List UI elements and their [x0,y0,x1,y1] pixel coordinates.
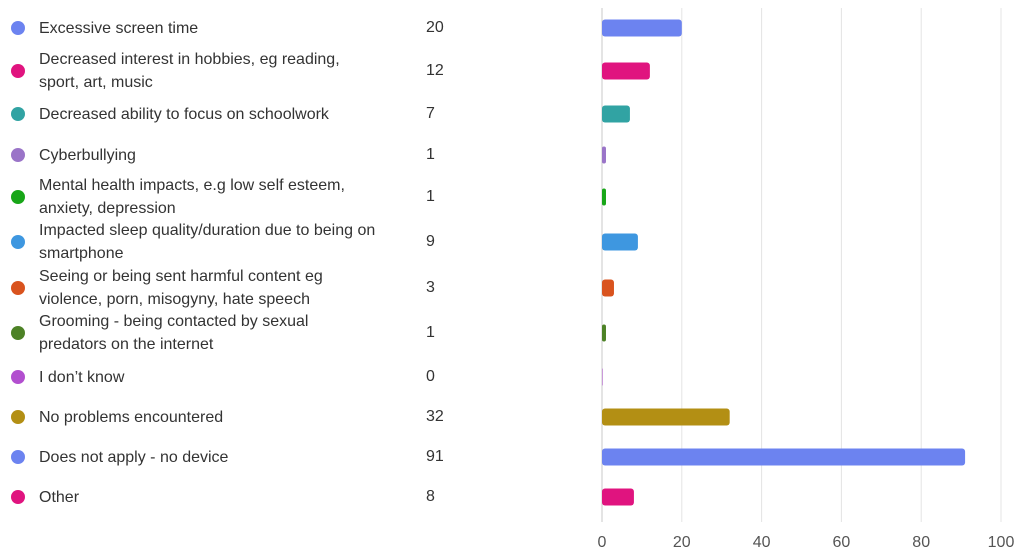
data-label: 7 [426,105,435,122]
legend-marker [11,326,25,340]
bar [602,324,606,342]
data-label: 3 [426,279,435,296]
legend-marker [11,490,25,504]
legend-marker [11,235,25,249]
data-label: 9 [426,233,435,250]
legend-marker [11,21,25,35]
bar [602,19,682,37]
legend-label: Impacted sleep quality/duration due to b… [39,222,376,262]
bar [602,408,730,426]
legend-label: Mental health impacts, e.g low self este… [39,177,345,217]
bar [602,233,638,251]
data-label: 0 [426,368,435,385]
legend-label: I don’t know [39,368,125,386]
data-label: 12 [426,62,444,79]
bar [602,146,606,164]
legend-label: Does not apply - no device [39,448,229,466]
legend-label: Excessive screen time [39,19,199,37]
legend-marker [11,281,25,295]
legend-label: Other [39,488,80,506]
bar [602,188,606,206]
bar [602,105,630,123]
bar [602,448,966,466]
data-label: 91 [426,448,444,465]
bar [602,62,650,80]
legend-marker [11,450,25,464]
legend-label: Seeing or being sent harmful content eg … [39,268,323,308]
x-tick-label: 80 [912,534,930,551]
legend-marker [11,370,25,384]
bar [602,279,614,297]
legend-label: Decreased interest in hobbies, eg readin… [39,51,340,91]
legend-marker [11,64,25,78]
chart-legend: Excessive screen time 20 Decreased interes… [0,0,470,554]
bar [602,488,634,506]
x-tick-label: 0 [598,534,607,551]
data-label: 8 [426,488,435,505]
x-tick-label: 20 [673,534,691,551]
legend-marker [11,410,25,424]
data-label: 1 [426,146,435,163]
legend-label: Decreased ability to focus on schoolwork [39,105,329,123]
legend-label: No problems encountered [39,408,224,426]
legend-label: Grooming - being contacted by sexual pre… [39,313,309,353]
legend-marker [11,148,25,162]
legend-marker [11,107,25,121]
data-label: 1 [426,188,435,205]
legend-label: Cyberbullying [39,146,136,164]
x-tick-label: 100 [988,534,1015,551]
data-label: 20 [426,19,444,36]
x-tick-label: 40 [753,534,771,551]
data-label: 1 [426,324,435,341]
bar [602,368,603,386]
legend-marker [11,190,25,204]
data-label: 32 [426,408,444,425]
x-tick-label: 60 [833,534,851,551]
